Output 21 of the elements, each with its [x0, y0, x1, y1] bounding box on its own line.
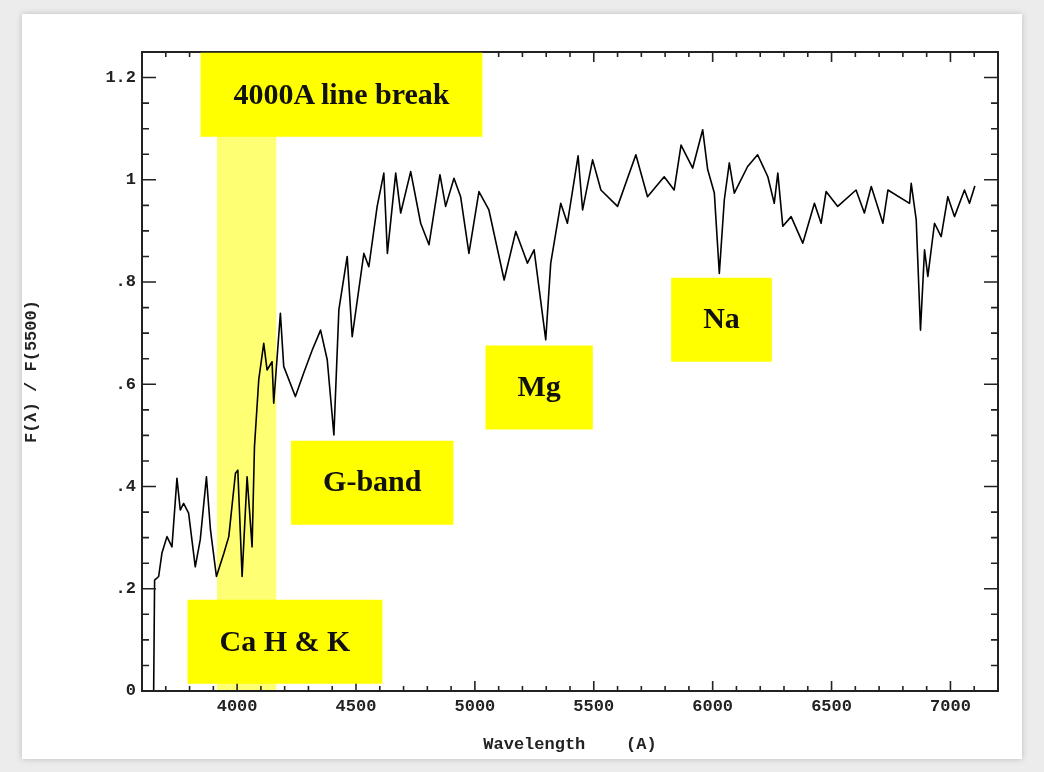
x-tick-label: 5500: [573, 697, 615, 717]
x-tick-label: 4500: [335, 697, 377, 717]
x-tick-label: 7000: [930, 697, 971, 717]
annotation: Ca H & K: [219, 623, 352, 657]
y-tick-label: 1.2: [105, 67, 136, 87]
y-tick-label: 1: [125, 170, 136, 190]
y-axis-title: F(λ) / F(5500): [22, 300, 42, 443]
y-tick-label: .4: [115, 476, 136, 496]
x-axis-title: Wavelength (A): [483, 735, 657, 755]
x-tick-label: 6500: [811, 697, 852, 717]
y-tick-label: .2: [115, 579, 136, 599]
annotation: Na: [703, 301, 740, 335]
annotation: Mg: [517, 369, 561, 403]
y-tick-label: .8: [115, 272, 136, 292]
x-tick-label: 6000: [692, 697, 734, 717]
x-tick-label: 4000: [216, 697, 258, 717]
y-tick-label: 0: [125, 681, 136, 701]
y-tick-label: .6: [115, 374, 136, 394]
x-tick-label: 5000: [454, 697, 496, 717]
annotation: 4000A line break: [233, 76, 450, 110]
annotation: G-band: [323, 464, 422, 498]
